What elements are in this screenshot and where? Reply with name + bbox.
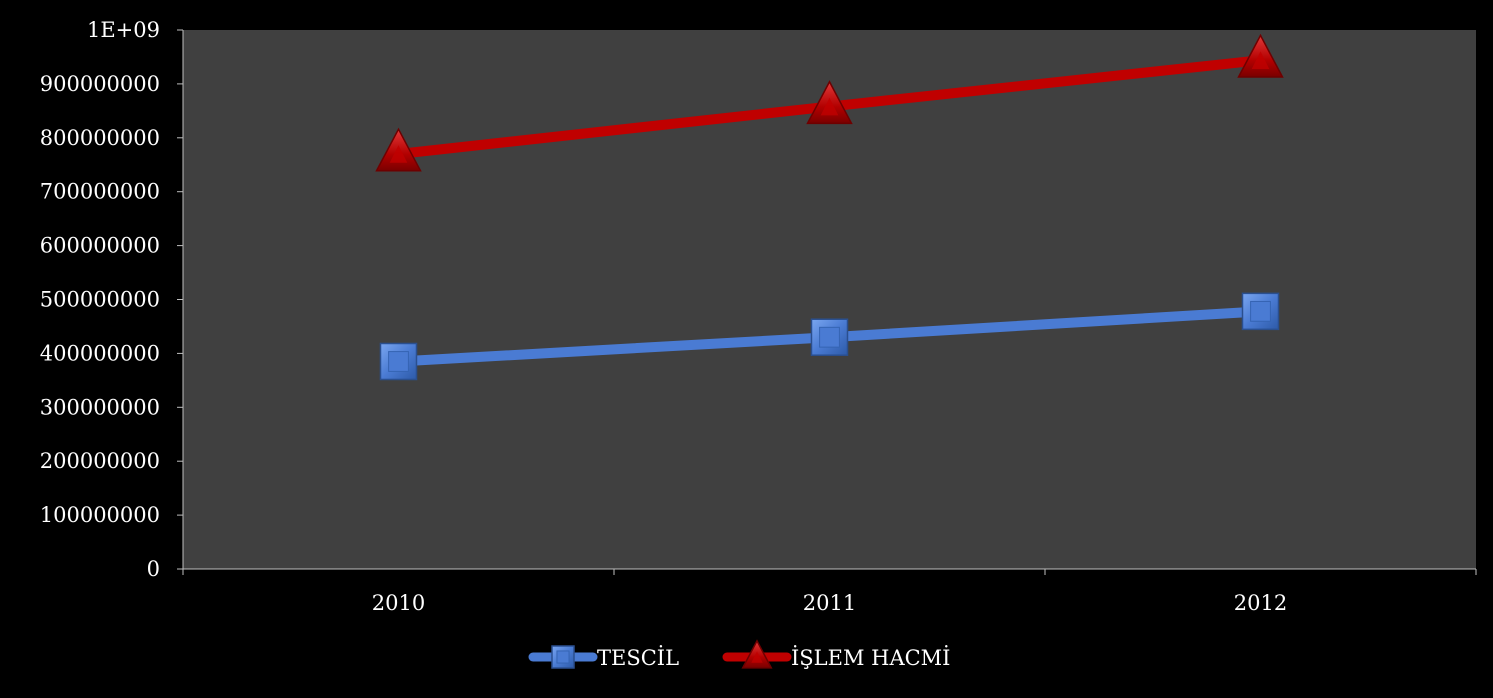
legend-label: TESCİL: [597, 646, 679, 670]
y-tick-label: 800000000: [40, 126, 160, 150]
y-tick-label: 0: [147, 557, 160, 581]
triangle-marker-1-0: [375, 127, 422, 172]
triangle-marker-1-1: [806, 80, 853, 125]
x-tick-label: 2012: [1234, 591, 1287, 615]
triangle-marker-legend: [741, 639, 773, 669]
x-tick-label: 2011: [803, 591, 856, 615]
series-markers: [375, 33, 1284, 381]
legend-item-0: TESCİL: [528, 645, 679, 670]
legend-item-1: İŞLEM HACMİ: [722, 639, 950, 670]
square-marker-0-1: [810, 318, 849, 356]
x-tick-label: 2010: [372, 591, 425, 615]
triangle-marker-1-2: [1237, 33, 1284, 78]
x-axis-ticks: 2010 2011 2012: [182, 569, 1477, 615]
y-tick-label: 600000000: [40, 234, 160, 258]
legend-label: İŞLEM HACMİ: [791, 646, 950, 670]
y-axis-ticks: 0 100000000 200000000 300000000 400000000 500…: [40, 18, 183, 581]
legend: TESCİL İŞLEM HACMİ: [528, 639, 950, 670]
y-tick-label: 1E+09: [87, 18, 160, 42]
y-tick-label: 100000000: [40, 503, 160, 527]
square-marker-legend: [551, 645, 575, 669]
square-marker-0-2: [1241, 292, 1280, 331]
y-tick-label: 300000000: [40, 395, 160, 419]
y-tick-label: 200000000: [40, 449, 160, 473]
y-tick-label: 500000000: [40, 288, 160, 312]
y-tick-label: 700000000: [40, 180, 160, 204]
y-tick-label: 900000000: [40, 72, 160, 96]
y-tick-label: 400000000: [40, 341, 160, 365]
square-marker-0-0: [379, 342, 418, 381]
